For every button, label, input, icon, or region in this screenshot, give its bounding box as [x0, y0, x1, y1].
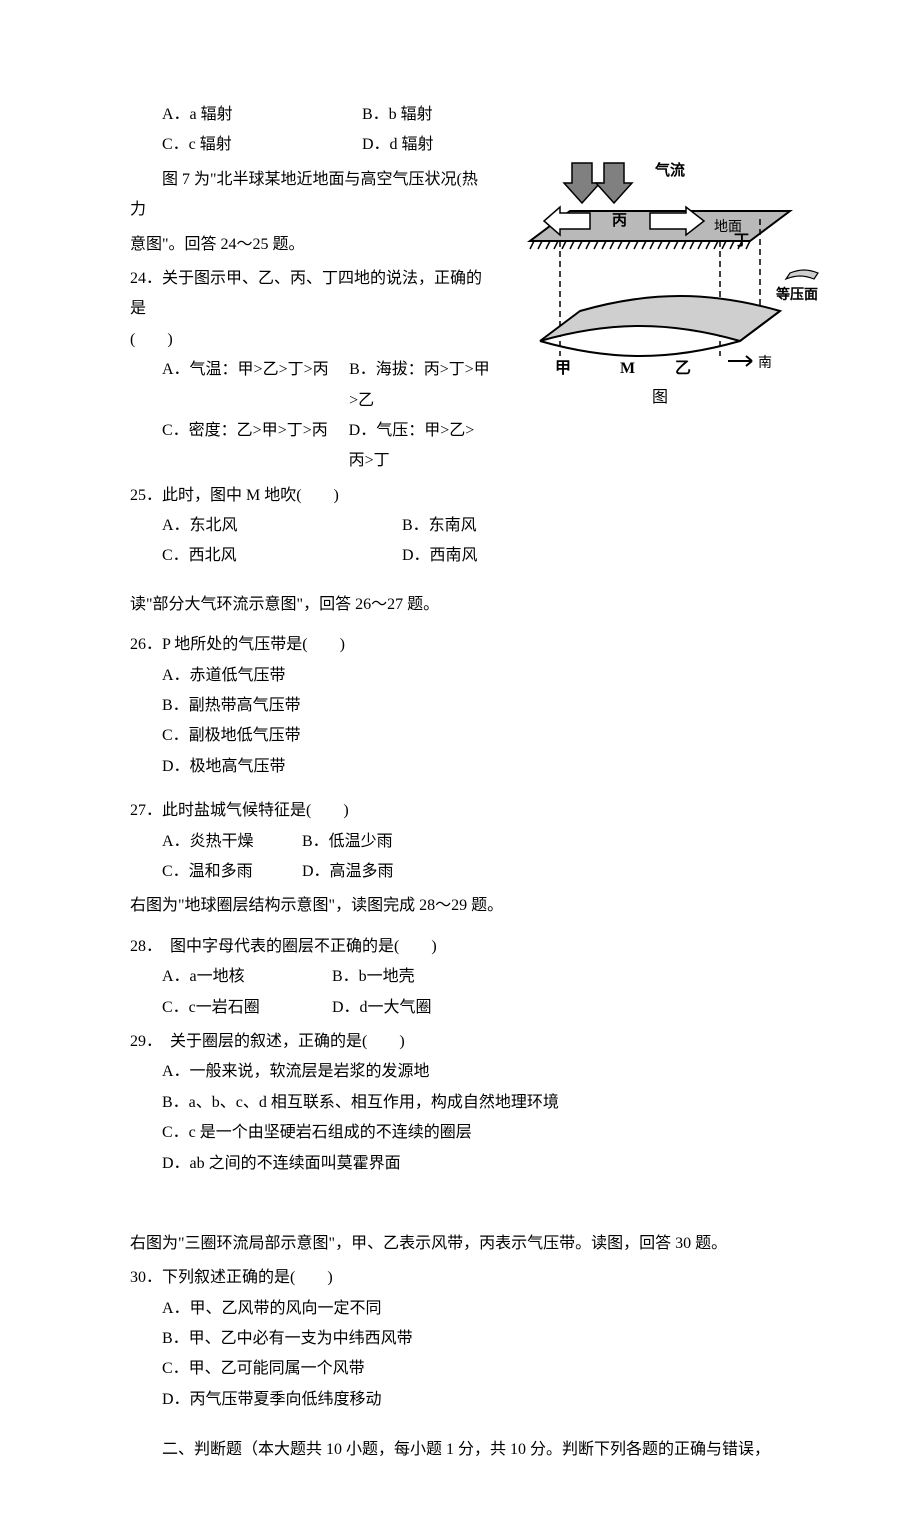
ground-hatching: [530, 241, 750, 249]
q27-opt-d: D．高温多雨: [302, 857, 394, 887]
q25-opt-b: B．东南风: [402, 511, 477, 541]
m-label: M: [620, 360, 635, 377]
q23-opt-d: D．d 辐射: [362, 130, 434, 160]
q30-options: A．甲、乙风带的风向一定不同 B．甲、乙中必有一支为中纬西风带 C．甲、乙可能同…: [130, 1294, 820, 1416]
q28-opt-d: D．d一大气圈: [332, 993, 432, 1023]
q29-stem: 29． 关于圈层的叙述，正确的是( ): [130, 1027, 820, 1057]
q29-opt-b: B．a、b、c、d 相互联系、相互作用，构成自然地理环境: [162, 1088, 820, 1118]
sec26-intro: 读"部分大气环流示意图"，回答 26～27 题。: [130, 590, 820, 620]
sec30-intro: 右图为"三圈环流局部示意图"，甲、乙表示风带，丙表示气压带。读图，回答 30 题…: [130, 1229, 820, 1259]
q25-opt-c: C．西北风: [162, 541, 402, 571]
sec28-intro: 右图为"地球圈层结构示意图"，读图完成 28～29 题。: [130, 891, 820, 921]
q26-opt-c: C．副极地低气压带: [162, 721, 820, 751]
q25-opt-a: A．东北风: [162, 511, 402, 541]
section-2-title: 二、判断题（本大题共 10 小题，每小题 1 分，共 10 分。判断下列各题的正…: [130, 1435, 820, 1465]
airflow-down-arrows: [564, 163, 632, 203]
q29-opt-d: D．ab 之间的不连续面叫莫霍界面: [162, 1149, 820, 1179]
q27-opt-b: B．低温少雨: [302, 827, 393, 857]
q28-stem: 28． 图中字母代表的圈层不正确的是( ): [130, 932, 820, 962]
q27-opt-a: A．炎热干燥: [162, 827, 302, 857]
fig7-intro-line1a: 图 7 为"北半球某地近地面与高空气压状况(热力: [130, 171, 478, 218]
bing-label: 丙: [612, 212, 627, 229]
q28-opt-c: C．c一岩石圈: [162, 993, 332, 1023]
q30-opt-b: B．甲、乙中必有一支为中纬西风带: [162, 1324, 820, 1354]
q30-opt-a: A．甲、乙风带的风向一定不同: [162, 1294, 820, 1324]
yi-label: 乙: [675, 360, 691, 377]
q23-opt-b: B．b 辐射: [362, 100, 433, 130]
q26-opt-d: D．极地高气压带: [162, 752, 820, 782]
south-arrow: [728, 356, 752, 366]
q25-stem: 25．此时，图中 M 地吹( ): [130, 481, 820, 511]
q28-opt-b: B．b一地壳: [332, 962, 415, 992]
jia-label: 甲: [555, 359, 571, 377]
q27-stem: 27．此时盐城气候特征是( ): [130, 796, 820, 826]
q30-stem: 30．下列叙述正确的是( ): [130, 1263, 820, 1293]
isobar-legend-icon: [786, 270, 818, 279]
q23-options: A．a 辐射 B．b 辐射 C．c 辐射 D．d 辐射: [130, 100, 820, 161]
q24-opt-c: C．密度：乙>甲>丁>丙: [162, 416, 349, 477]
q24-opt-a: A．气温：甲>乙>丁>丙: [162, 355, 349, 416]
q26-options: A．赤道低气压带 B．副热带高气压带 C．副极地低气压带 D．极地高气压带: [130, 661, 820, 783]
q27-opt-c: C．温和多雨: [162, 857, 302, 887]
q26-stem: 26．P 地所处的气压带是( ): [130, 630, 820, 660]
q23-opt-a: A．a 辐射: [162, 100, 362, 130]
q23-opt-c: C．c 辐射: [162, 130, 362, 160]
q29-options: A．一般来说，软流层是岩浆的发源地 B．a、b、c、d 相互联系、相互作用，构成…: [130, 1057, 820, 1179]
q24-opt-b: B．海拔：丙>丁>甲>乙: [349, 355, 490, 416]
airflow-label: 气流: [654, 161, 685, 179]
q27-options: A．炎热干燥 B．低温少雨 C．温和多雨 D．高温多雨: [130, 827, 820, 888]
q30-opt-c: C．甲、乙可能同属一个风带: [162, 1354, 820, 1384]
figure-7-svg: 气流 地面 丙 丁 甲 M 乙 南 等压面: [500, 161, 820, 381]
south-label: 南: [758, 355, 772, 371]
q29-opt-a: A．一般来说，软流层是岩浆的发源地: [162, 1057, 820, 1087]
isobar-label: 等压面: [776, 286, 818, 303]
q30-opt-d: D．丙气压带夏季向低纬度移动: [162, 1385, 820, 1415]
q24-opt-d: D．气压：甲>乙>丙>丁: [349, 416, 490, 477]
q26-opt-a: A．赤道低气压带: [162, 661, 820, 691]
figure-7-caption: 图: [500, 383, 820, 413]
q28-opt-a: A．a一地核: [162, 962, 332, 992]
isobar-front-edge: [540, 341, 740, 356]
q29-opt-c: C．c 是一个由坚硬岩石组成的不连续的圈层: [162, 1118, 820, 1148]
q25-options: A．东北风 B．东南风 C．西北风 D．西南风: [130, 511, 820, 572]
q26-opt-b: B．副热带高气压带: [162, 691, 820, 721]
isobar-surface-shape: [540, 296, 780, 341]
q25-opt-d: D．西南风: [402, 541, 478, 571]
ding-label: 丁: [734, 233, 749, 249]
q28-options: A．a一地核 B．b一地壳 C．c一岩石圈 D．d一大气圈: [130, 962, 820, 1023]
figure-7: 气流 地面 丙 丁 甲 M 乙 南 等压面 图: [500, 161, 820, 413]
